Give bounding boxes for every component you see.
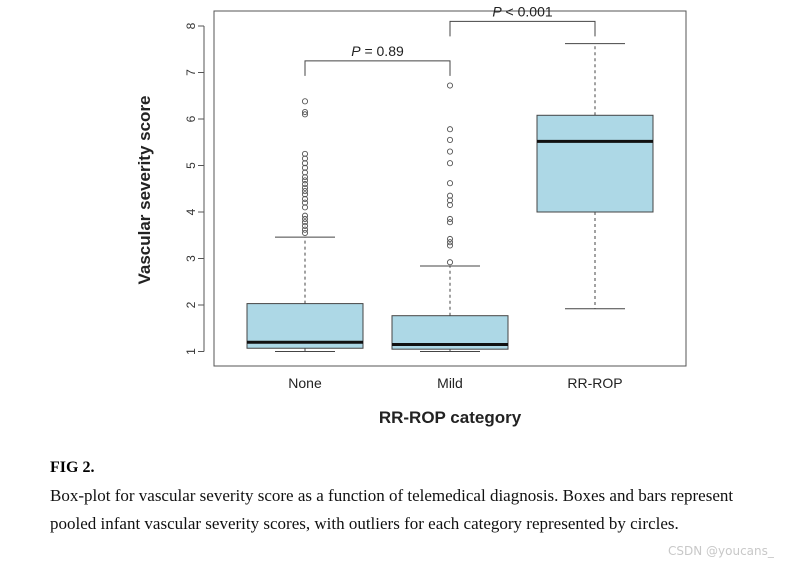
outlier-point: [301, 222, 309, 229]
outlier-point: [301, 188, 309, 195]
box-none: [246, 98, 364, 352]
outlier-point: [301, 164, 309, 171]
outlier-point: [301, 215, 309, 223]
plot-frame: [213, 10, 687, 367]
x-tick-label: None: [288, 375, 322, 391]
x-axis-label: RR-ROP category: [379, 408, 522, 427]
box-mild: [391, 82, 509, 352]
x-tick-label: RR-ROP: [567, 375, 622, 391]
outlier-point: [446, 242, 454, 249]
outlier-point: [301, 174, 309, 181]
box-rr-rop: [536, 43, 654, 310]
y-tick-label: 1: [184, 348, 198, 355]
outlier-point: [301, 191, 309, 198]
box-series: [246, 43, 654, 352]
outlier-point: [446, 239, 454, 246]
y-axis: 1 2 3 4 5 6 7 8: [184, 22, 205, 355]
figure-caption: Box-plot for vascular severity score as …: [50, 486, 734, 533]
outlier-point: [301, 160, 309, 167]
x-tick-label: Mild: [437, 375, 463, 391]
outlier-point: [301, 226, 309, 233]
outlier-point: [446, 192, 454, 199]
outlier-point: [301, 199, 309, 206]
y-tick-label: 7: [184, 69, 198, 76]
box-plot-chart: 1 2 3 4 5 6 7 8 P = 0.89 P < 0.001 None Mild RR-RO…: [135, 3, 687, 427]
y-tick-label: 8: [184, 22, 198, 29]
outlier-point: [301, 195, 309, 203]
outlier-point: [446, 148, 454, 155]
outlier-point: [446, 259, 454, 266]
outlier-point: [301, 219, 309, 226]
x-axis-tick-labels: None Mild RR-ROP: [288, 375, 622, 391]
outlier-point: [301, 229, 309, 236]
outlier-point: [446, 201, 454, 209]
outlier-point: [301, 155, 309, 162]
y-tick-label: 2: [184, 301, 198, 308]
outlier-point: [301, 204, 309, 211]
watermark: CSDN @youcans_: [668, 544, 774, 558]
y-tick-label: 6: [184, 115, 198, 122]
outlier-point: [446, 180, 454, 187]
iqr-box: [536, 114, 654, 213]
outlier-point: [446, 160, 454, 167]
significance-bracket: P = 0.89: [304, 43, 451, 76]
outlier-point: [446, 235, 454, 243]
outlier-point: [301, 111, 309, 118]
y-tick-label: 3: [184, 255, 198, 262]
significance-annotations: P = 0.89 P < 0.001: [304, 3, 596, 76]
outlier-point: [446, 82, 454, 89]
y-tick-label: 4: [184, 208, 198, 215]
outlier-point: [301, 150, 309, 157]
outlier-point: [446, 219, 454, 226]
y-axis-label: Vascular severity score: [135, 95, 154, 284]
outlier-point: [301, 177, 309, 184]
p-value-label: P < 0.001: [492, 3, 553, 19]
outlier-point: [301, 184, 309, 191]
outlier-point: [446, 136, 454, 143]
outlier-point: [301, 98, 309, 105]
outlier-point: [301, 212, 309, 219]
figure-label: FIG 2.: [50, 459, 95, 476]
p-value-label: P = 0.89: [351, 43, 404, 59]
bracket-line: [304, 60, 451, 76]
outlier-point: [301, 108, 309, 116]
outlier-point: [446, 197, 454, 204]
significance-bracket: P < 0.001: [449, 3, 596, 37]
outlier-point: [301, 181, 309, 188]
outlier-point: [301, 169, 309, 176]
outlier-point: [446, 126, 454, 133]
outlier-point: [446, 215, 454, 223]
y-tick-label: 5: [184, 162, 198, 169]
bracket-line: [449, 20, 596, 37]
